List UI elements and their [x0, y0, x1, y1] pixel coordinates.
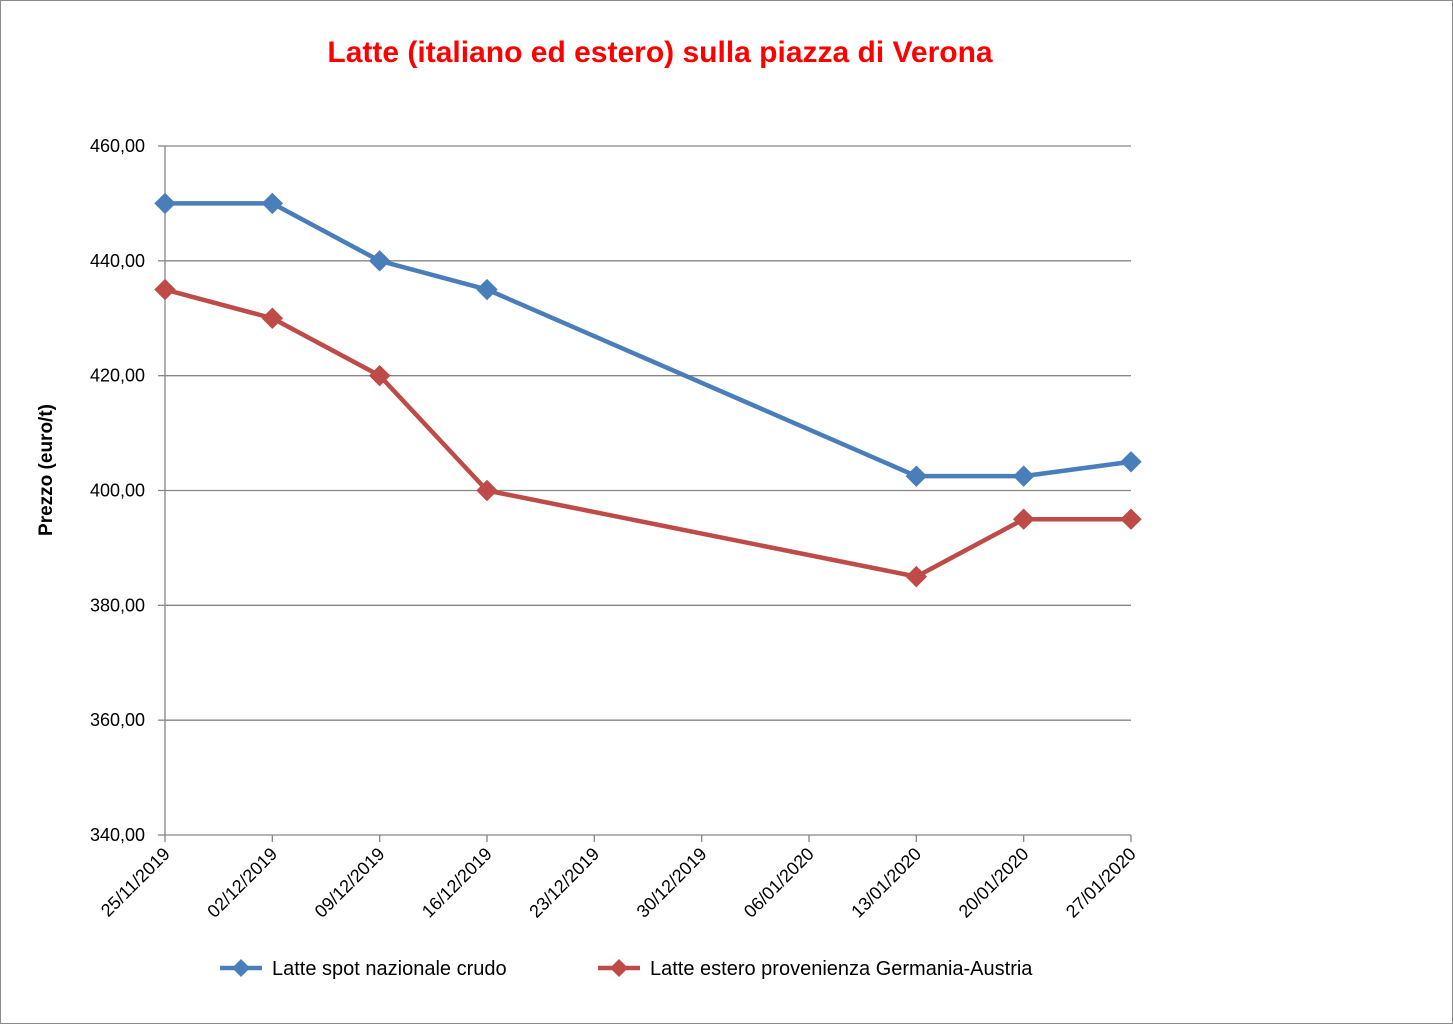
data-point — [261, 192, 284, 215]
x-tick-label: 20/01/2020 — [955, 844, 1033, 922]
legend: Latte spot nazionale crudo Latte estero p… — [220, 958, 1033, 980]
x-tick-label: 09/12/2019 — [311, 844, 389, 922]
data-point — [1012, 465, 1035, 487]
legend-marker — [232, 959, 250, 977]
legend-item-1: Latte spot nazionale crudo — [220, 958, 507, 980]
legend-marker — [610, 959, 628, 977]
x-tick-label: 23/12/2019 — [525, 844, 603, 922]
x-tick-label: 27/01/2020 — [1062, 844, 1140, 922]
series-line — [164, 287, 1131, 579]
y-tick-label: 440,00 — [90, 251, 145, 271]
y-axis-label: Prezzo (euro/t) — [36, 404, 57, 536]
x-axis-ticks: 25/11/2019 02/12/2019 09/12/2019 16/12/2019… — [97, 835, 1140, 922]
y-tick-label: 400,00 — [90, 481, 145, 501]
y-tick-label: 340,00 — [90, 825, 145, 845]
y-axis-ticks: 340,00 360,00 380,00 400,00 420,00 440,00 460,… — [90, 136, 165, 845]
y-tick-label: 420,00 — [90, 366, 145, 386]
y-tick-label: 360,00 — [90, 710, 145, 730]
legend-label: Latte spot nazionale crudo — [272, 958, 507, 980]
data-point — [1012, 508, 1035, 530]
legend-item-2: Latte estero provenienza Germania-Austri… — [598, 958, 1033, 980]
x-tick-label: 02/12/2019 — [203, 844, 281, 922]
x-tick-label: 06/01/2020 — [740, 844, 818, 922]
legend-label: Latte estero provenienza Germania-Austri… — [650, 958, 1033, 980]
x-tick-label: 30/12/2019 — [633, 844, 711, 922]
series-1 — [154, 192, 1142, 487]
gridlines — [165, 145, 1131, 721]
series-group — [154, 192, 1142, 588]
data-point — [476, 479, 498, 502]
chart-title: Latte (italiano ed estero) sulla piazza … — [327, 36, 992, 69]
data-point — [368, 364, 391, 387]
series-2 — [154, 278, 1142, 588]
y-tick-label: 380,00 — [90, 595, 145, 615]
data-point — [154, 278, 176, 301]
data-point — [905, 565, 928, 588]
x-tick-label: 13/01/2020 — [847, 844, 925, 922]
data-point — [154, 192, 176, 215]
data-point — [476, 278, 498, 301]
data-point — [905, 465, 928, 487]
data-point — [1120, 508, 1142, 530]
x-tick-label: 16/12/2019 — [418, 844, 496, 922]
y-tick-label: 460,00 — [90, 136, 145, 156]
data-point — [1120, 451, 1142, 473]
x-tick-label: 25/11/2019 — [97, 844, 174, 921]
data-point — [368, 250, 391, 272]
data-point — [261, 307, 284, 329]
